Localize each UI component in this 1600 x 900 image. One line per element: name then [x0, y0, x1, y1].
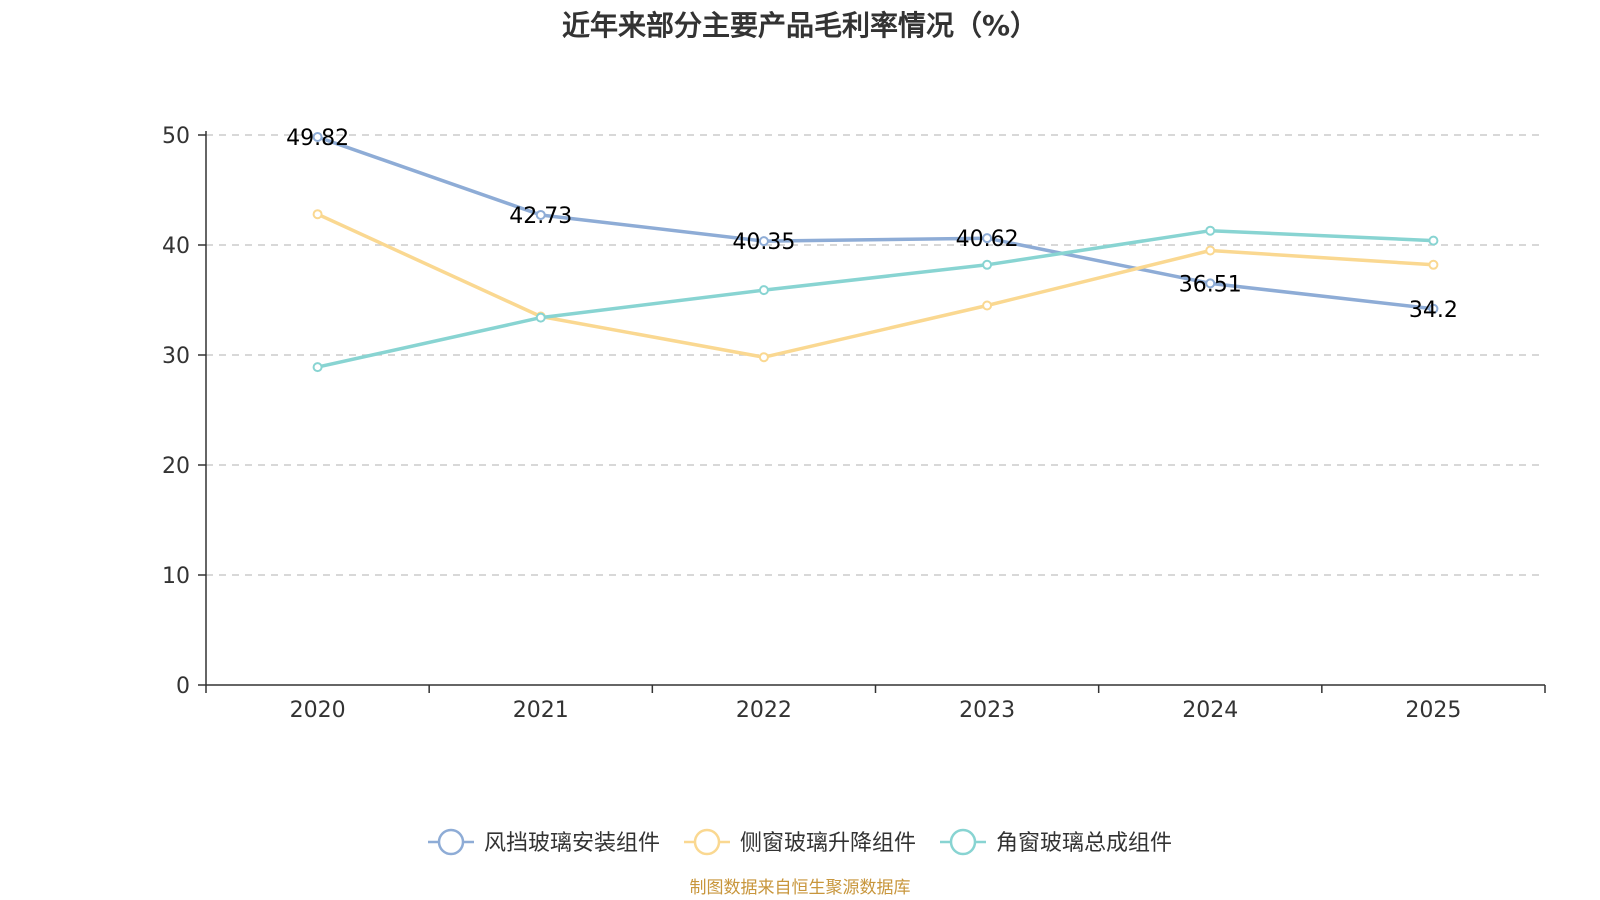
data-labels: 49.82 42.73 40.35 40.62 36.51 34.2	[286, 126, 1458, 323]
y-tick-label: 0	[176, 674, 190, 699]
data-label: 40.62	[956, 227, 1019, 252]
y-tick-label: 20	[162, 454, 190, 479]
data-point	[535, 312, 546, 323]
data-point	[535, 209, 546, 220]
series-line	[315, 212, 1436, 359]
data-label: 49.82	[286, 126, 349, 151]
data-point	[1428, 235, 1439, 246]
data-point	[1428, 303, 1439, 314]
legend-marker-icon	[949, 828, 977, 856]
data-point	[1428, 259, 1439, 270]
grid-lines	[206, 134, 1545, 576]
series-line	[315, 228, 1436, 369]
y-tick-label: 50	[162, 124, 190, 149]
data-point	[312, 362, 323, 373]
series-line	[315, 135, 1436, 311]
x-tick-label: 2021	[513, 698, 569, 723]
data-point	[982, 300, 993, 311]
y-tick-label: 10	[162, 564, 190, 589]
data-label: 34.2	[1409, 298, 1458, 323]
data-point	[312, 131, 323, 142]
legend-item-1: 风挡玻璃安装组件	[428, 828, 660, 856]
axes: 0 10 20 30 40 50 2020 2021 2022 2023 2024 2025	[162, 124, 1546, 723]
data-point	[1205, 245, 1216, 256]
data-label: 40.35	[732, 230, 795, 255]
x-tick-label: 2024	[1182, 698, 1238, 723]
legend-label: 侧窗玻璃升降组件	[740, 831, 916, 856]
legend-item-2: 侧窗玻璃升降组件	[684, 828, 916, 856]
series-3	[312, 225, 1439, 373]
data-point	[982, 259, 993, 270]
legend-marker-icon	[693, 828, 721, 856]
chart-title: 近年来部分主要产品毛利率情况（%）	[561, 9, 1039, 42]
data-point	[982, 233, 993, 244]
data-point	[758, 285, 769, 296]
data-label: 36.51	[1179, 272, 1242, 297]
source-note: 制图数据来自恒生聚源数据库	[689, 878, 911, 898]
series-lines	[312, 131, 1439, 373]
data-label: 42.73	[509, 204, 572, 229]
x-tick-label: 2023	[959, 698, 1015, 723]
x-tick-label: 2022	[736, 698, 792, 723]
data-point	[1205, 278, 1216, 289]
series-1	[312, 131, 1439, 314]
y-tick-label: 30	[162, 344, 190, 369]
legend-item-3: 角窗玻璃总成组件	[940, 828, 1172, 856]
data-point	[312, 209, 323, 220]
data-point	[1205, 225, 1216, 236]
x-tick-label: 2020	[290, 698, 346, 723]
legend-label: 角窗玻璃总成组件	[996, 831, 1172, 856]
data-point	[758, 352, 769, 363]
x-tick-label: 2025	[1405, 698, 1461, 723]
legend-marker-icon	[437, 828, 465, 856]
data-point	[758, 236, 769, 247]
y-tick-label: 40	[162, 234, 190, 259]
legend-label: 风挡玻璃安装组件	[484, 831, 660, 856]
legend: 风挡玻璃安装组件 侧窗玻璃升降组件 角窗玻璃总成组件	[428, 828, 1172, 856]
